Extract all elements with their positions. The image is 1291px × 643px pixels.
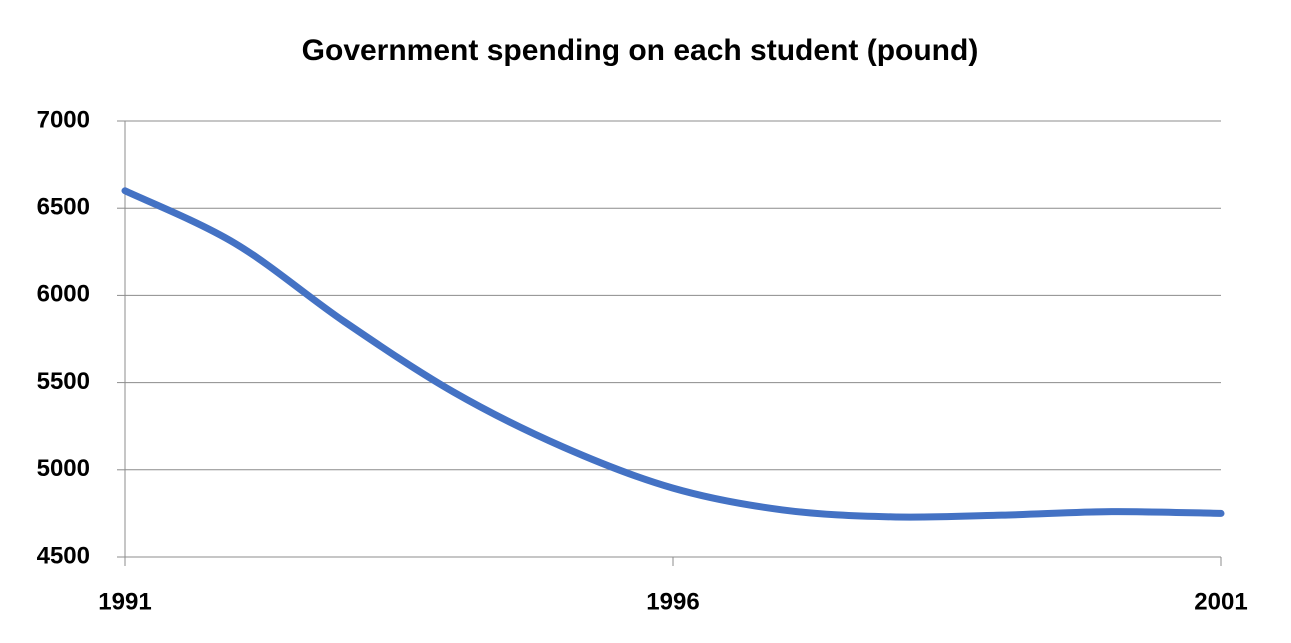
x-tick-label: 2001: [1194, 588, 1247, 615]
y-tick-label: 4500: [37, 542, 90, 569]
x-tick-label: 1996: [646, 588, 699, 615]
y-tick-label: 6500: [37, 194, 90, 221]
chart-title: Government spending on each student (pou…: [302, 34, 979, 67]
y-tick-label: 6000: [37, 281, 90, 308]
y-tick-label: 7000: [37, 106, 90, 133]
data-line: [121, 187, 1225, 521]
y-tick-label: 5500: [37, 368, 90, 395]
y-tick-label: 5000: [37, 455, 90, 482]
x-tick-label: 1991: [98, 588, 151, 615]
